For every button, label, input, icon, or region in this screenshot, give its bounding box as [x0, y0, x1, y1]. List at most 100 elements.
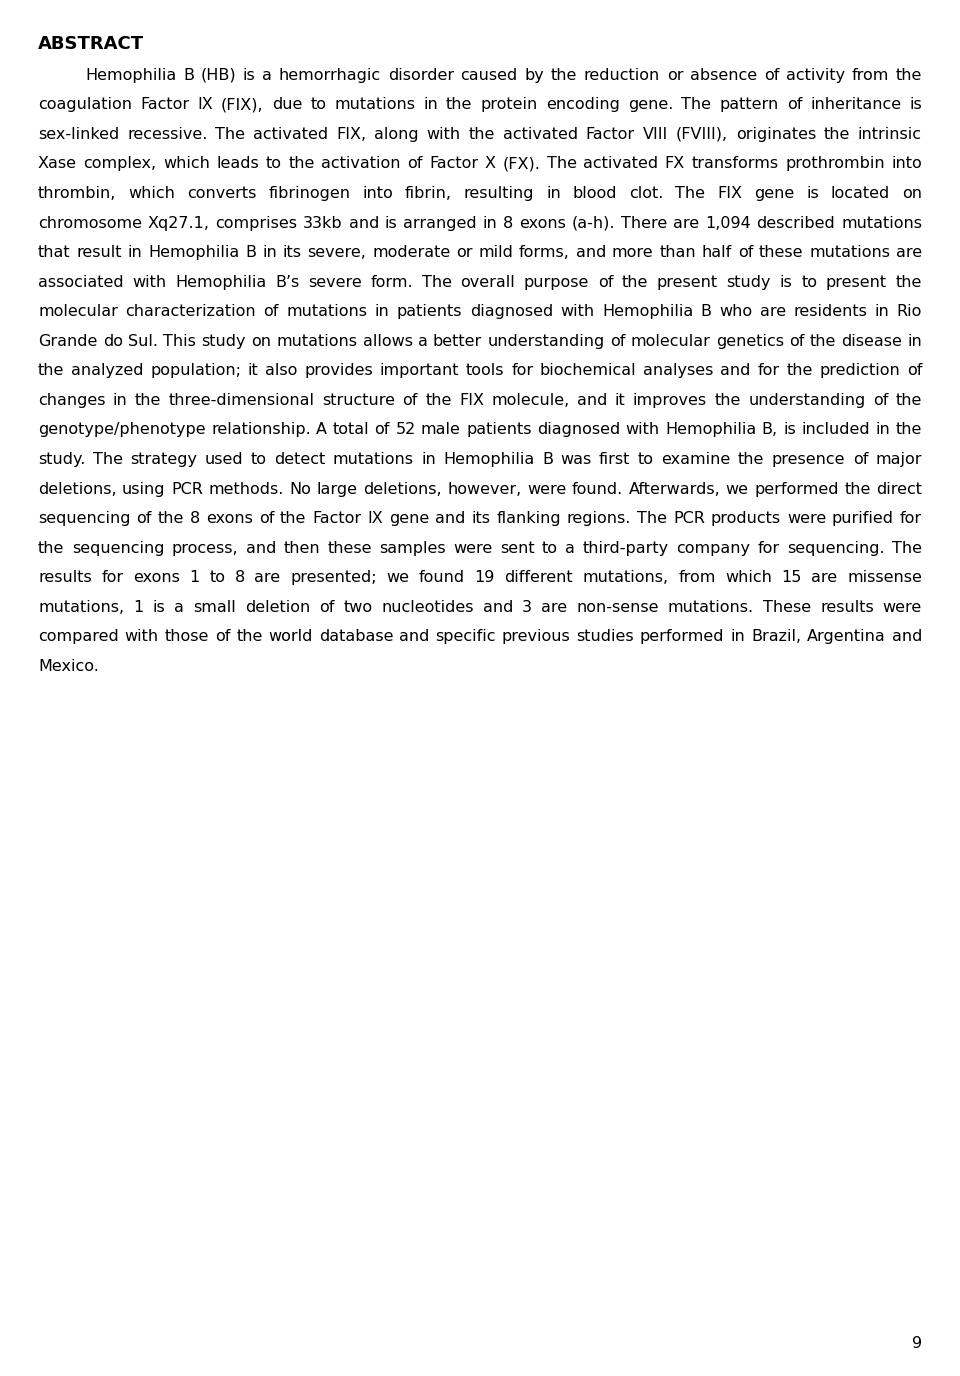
Text: 19: 19	[474, 570, 494, 585]
Text: caused: caused	[461, 67, 517, 83]
Text: of: of	[786, 98, 802, 113]
Text: the: the	[38, 541, 64, 556]
Text: FIX: FIX	[459, 394, 484, 407]
Text: mutations.: mutations.	[668, 600, 754, 615]
Text: a: a	[174, 600, 184, 615]
Text: these: these	[327, 541, 372, 556]
Text: Hemophilia: Hemophilia	[444, 451, 535, 466]
Text: performed: performed	[755, 482, 839, 497]
Text: activated: activated	[583, 157, 659, 172]
Text: improves: improves	[633, 394, 708, 407]
Text: the: the	[446, 98, 472, 113]
Text: FIX,: FIX,	[336, 127, 366, 142]
Text: direct: direct	[876, 482, 922, 497]
Text: to: to	[542, 541, 558, 556]
Text: detect: detect	[275, 451, 325, 466]
Text: of: of	[598, 275, 613, 290]
Text: mutations,: mutations,	[38, 600, 124, 615]
Text: prediction: prediction	[819, 363, 900, 378]
Text: which: which	[725, 570, 772, 585]
Text: nucleotides: nucleotides	[381, 600, 474, 615]
Text: 1: 1	[189, 570, 200, 585]
Text: of: of	[319, 600, 334, 615]
Text: different: different	[504, 570, 573, 585]
Text: are: are	[811, 570, 837, 585]
Text: better: better	[433, 334, 482, 348]
Text: first: first	[599, 451, 631, 466]
Text: clot.: clot.	[629, 186, 663, 201]
Text: is: is	[780, 275, 793, 290]
Text: in: in	[876, 422, 890, 438]
Text: from: from	[852, 67, 889, 83]
Text: There: There	[621, 216, 667, 231]
Text: of: of	[737, 245, 753, 260]
Text: it: it	[614, 394, 626, 407]
Text: in: in	[262, 245, 276, 260]
Text: of: of	[374, 422, 390, 438]
Text: structure: structure	[323, 394, 396, 407]
Text: B: B	[245, 245, 256, 260]
Text: activated: activated	[503, 127, 578, 142]
Text: the: the	[280, 510, 306, 526]
Text: deletions,: deletions,	[363, 482, 442, 497]
Text: on: on	[251, 334, 271, 348]
Text: of: of	[906, 363, 922, 378]
Text: sequencing: sequencing	[72, 541, 164, 556]
Text: sequencing: sequencing	[38, 510, 131, 526]
Text: (FIX),: (FIX),	[221, 98, 264, 113]
Text: forms,: forms,	[519, 245, 570, 260]
Text: prothrombin: prothrombin	[785, 157, 885, 172]
Text: associated: associated	[38, 275, 124, 290]
Text: for: for	[757, 541, 780, 556]
Text: leads: leads	[217, 157, 259, 172]
Text: arranged: arranged	[403, 216, 477, 231]
Text: with: with	[561, 304, 594, 319]
Text: in: in	[546, 186, 561, 201]
Text: of: of	[402, 394, 418, 407]
Text: Factor: Factor	[586, 127, 635, 142]
Text: of: of	[852, 451, 868, 466]
Text: presented;: presented;	[290, 570, 376, 585]
Text: important: important	[380, 363, 459, 378]
Text: These: These	[763, 600, 811, 615]
Text: located: located	[830, 186, 890, 201]
Text: relationship.: relationship.	[211, 422, 311, 438]
Text: in: in	[113, 394, 128, 407]
Text: transforms: transforms	[691, 157, 779, 172]
Text: 33kb: 33kb	[303, 216, 343, 231]
Text: intrinsic: intrinsic	[858, 127, 922, 142]
Text: inheritance: inheritance	[810, 98, 901, 113]
Text: fibrinogen: fibrinogen	[268, 186, 350, 201]
Text: study: study	[727, 275, 771, 290]
Text: Factor: Factor	[140, 98, 189, 113]
Text: Xq27.1,: Xq27.1,	[148, 216, 209, 231]
Text: B: B	[701, 304, 711, 319]
Text: purpose: purpose	[524, 275, 589, 290]
Text: with: with	[132, 275, 166, 290]
Text: the: the	[236, 629, 263, 644]
Text: 8: 8	[503, 216, 514, 231]
Text: regions.: regions.	[567, 510, 632, 526]
Text: coagulation: coagulation	[38, 98, 132, 113]
Text: compared: compared	[38, 629, 119, 644]
Text: which: which	[163, 157, 210, 172]
Text: The: The	[546, 157, 577, 172]
Text: present: present	[826, 275, 887, 290]
Text: disease: disease	[841, 334, 902, 348]
Text: FX: FX	[664, 157, 685, 172]
Text: purified: purified	[832, 510, 894, 526]
Text: world: world	[269, 629, 313, 644]
Text: examine: examine	[661, 451, 731, 466]
Text: severe: severe	[308, 275, 362, 290]
Text: Sul.: Sul.	[128, 334, 157, 348]
Text: deletion: deletion	[245, 600, 310, 615]
Text: in: in	[907, 334, 922, 348]
Text: resulting: resulting	[464, 186, 534, 201]
Text: on: on	[902, 186, 922, 201]
Text: PCR: PCR	[171, 482, 203, 497]
Text: to: to	[251, 451, 267, 466]
Text: included: included	[802, 422, 870, 438]
Text: The: The	[892, 541, 922, 556]
Text: ABSTRACT: ABSTRACT	[38, 34, 144, 54]
Text: missense: missense	[847, 570, 922, 585]
